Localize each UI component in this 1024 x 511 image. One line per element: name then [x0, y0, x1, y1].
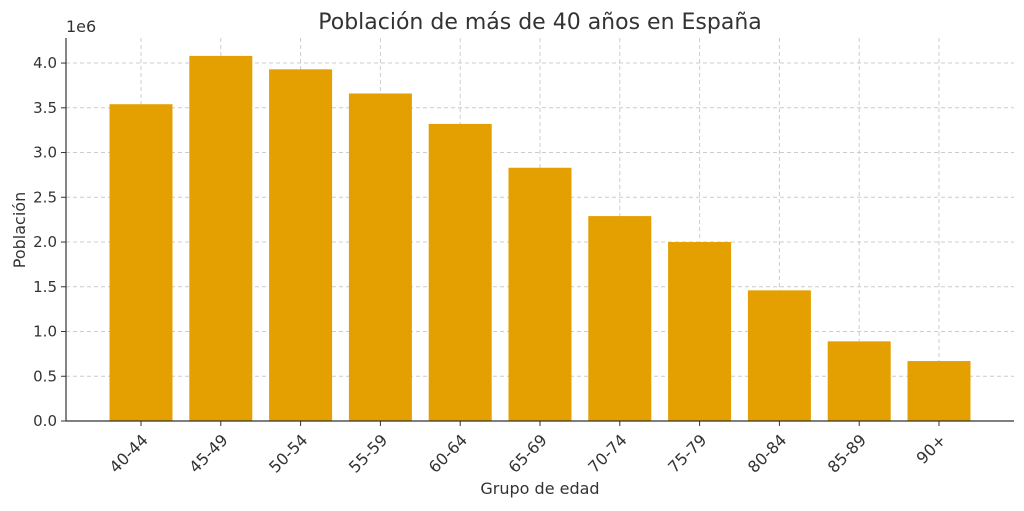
y-tick-label: 0.0: [33, 412, 57, 430]
y-tick-label: 1.0: [33, 323, 57, 341]
x-tick-label: 55-59: [345, 430, 391, 476]
x-tick-label: 75-79: [664, 430, 710, 476]
x-axis-label: Grupo de edad: [480, 479, 599, 498]
y-tick-label: 3.5: [33, 99, 57, 117]
x-tick-label: 40-44: [106, 430, 152, 476]
bar-85-89: [827, 341, 891, 421]
x-tick-label: 80-84: [744, 430, 790, 476]
bar-45-49: [189, 55, 253, 422]
bar-65-69: [508, 167, 572, 421]
x-tick-label: 90+: [913, 430, 950, 467]
y-tick-label: 2.0: [33, 233, 57, 251]
bar-55-59: [348, 93, 412, 421]
y-tick-label: 3.0: [33, 144, 57, 162]
bar-60-64: [428, 123, 492, 421]
x-tick-label: 45-49: [185, 430, 231, 476]
y-tick-label: 1.5: [33, 278, 57, 296]
x-tick-label: 65-69: [505, 430, 551, 476]
y-tick-label: 4.0: [33, 54, 57, 72]
y-offset-label: 1e6: [66, 17, 96, 36]
bar-80-84: [747, 290, 811, 421]
x-tick-label: 60-64: [425, 430, 471, 476]
y-tick-label: 2.5: [33, 188, 57, 206]
bar-70-74: [588, 216, 652, 421]
bar-75-79: [668, 242, 732, 421]
x-tick-label: 70-74: [584, 430, 630, 476]
y-tick-label: 0.5: [33, 367, 57, 385]
bar-50-54: [269, 69, 333, 421]
y-axis-label: Población: [10, 192, 29, 268]
bars: [109, 55, 971, 422]
x-tick-label: 85-89: [824, 430, 870, 476]
chart-title: Población de más de 40 años en España: [318, 10, 762, 35]
bar-40-44: [109, 104, 173, 421]
bar-90+: [907, 361, 971, 421]
x-tick-label: 50-54: [265, 430, 311, 476]
